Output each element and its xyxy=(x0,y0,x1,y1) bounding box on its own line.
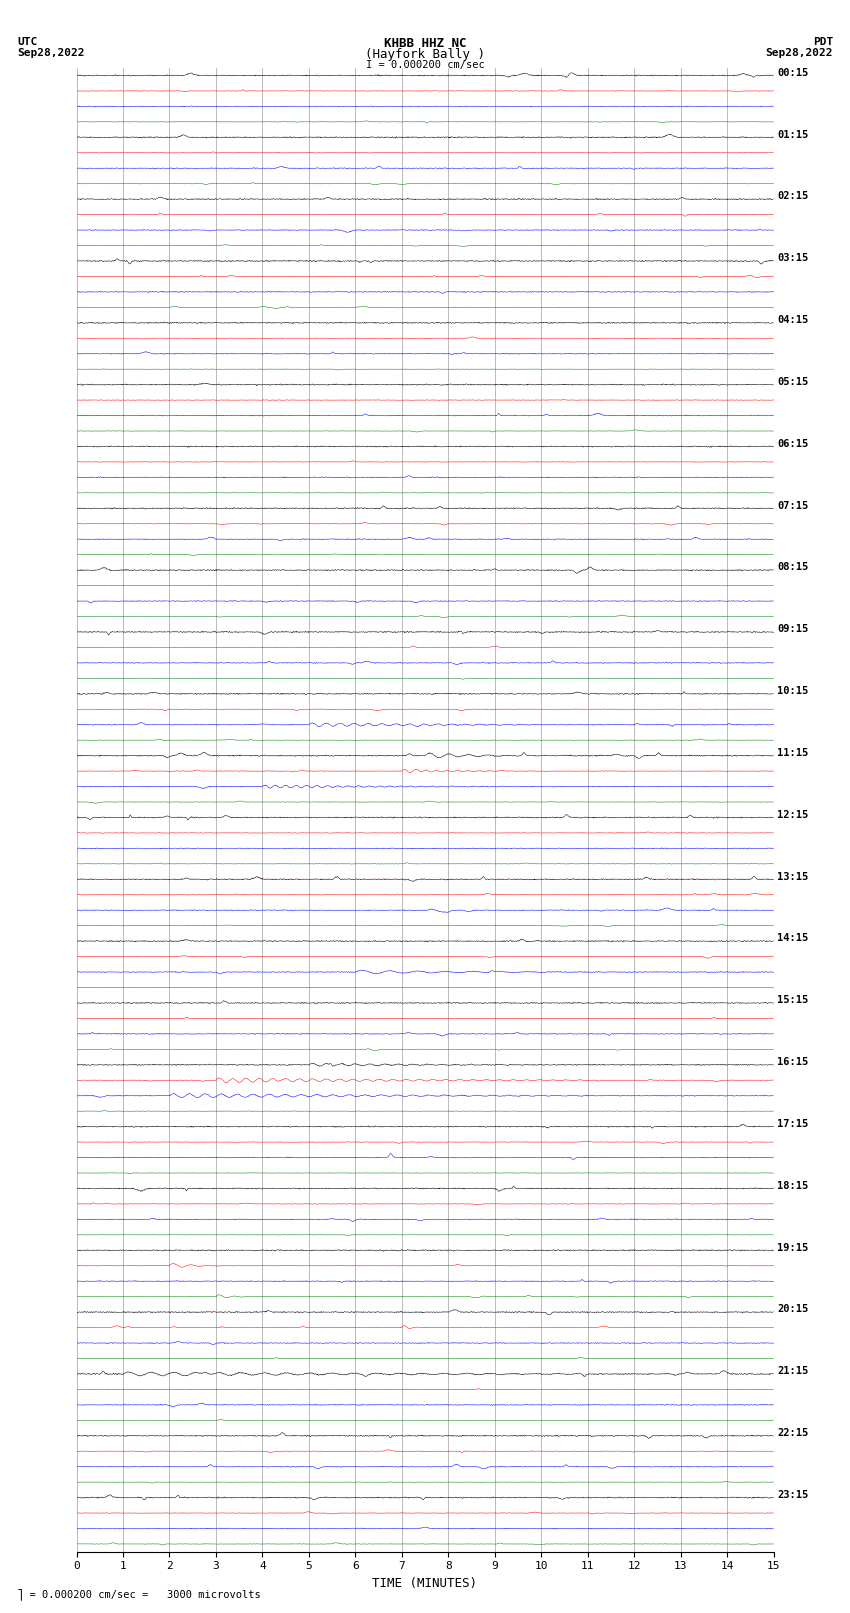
Text: 19:15: 19:15 xyxy=(777,1242,808,1253)
Text: 16:15: 16:15 xyxy=(777,1057,808,1068)
Text: UTC: UTC xyxy=(17,37,37,47)
Text: ⎤ = 0.000200 cm/sec =   3000 microvolts: ⎤ = 0.000200 cm/sec = 3000 microvolts xyxy=(17,1589,261,1600)
Text: 10:15: 10:15 xyxy=(777,686,808,697)
Text: (Hayfork Bally ): (Hayfork Bally ) xyxy=(365,48,485,61)
Text: 05:15: 05:15 xyxy=(777,377,808,387)
X-axis label: TIME (MINUTES): TIME (MINUTES) xyxy=(372,1578,478,1590)
Text: I = 0.000200 cm/sec: I = 0.000200 cm/sec xyxy=(366,60,484,69)
Text: 23:15: 23:15 xyxy=(777,1490,808,1500)
Text: 13:15: 13:15 xyxy=(777,871,808,882)
Text: 17:15: 17:15 xyxy=(777,1119,808,1129)
Text: 18:15: 18:15 xyxy=(777,1181,808,1190)
Text: 00:15: 00:15 xyxy=(777,68,808,77)
Text: 07:15: 07:15 xyxy=(777,500,808,511)
Text: 01:15: 01:15 xyxy=(777,129,808,140)
Text: 02:15: 02:15 xyxy=(777,192,808,202)
Text: 03:15: 03:15 xyxy=(777,253,808,263)
Text: 11:15: 11:15 xyxy=(777,748,808,758)
Text: 21:15: 21:15 xyxy=(777,1366,808,1376)
Text: 15:15: 15:15 xyxy=(777,995,808,1005)
Text: 08:15: 08:15 xyxy=(777,563,808,573)
Text: 22:15: 22:15 xyxy=(777,1428,808,1439)
Text: PDT: PDT xyxy=(813,37,833,47)
Text: KHBB HHZ NC: KHBB HHZ NC xyxy=(383,37,467,50)
Text: 14:15: 14:15 xyxy=(777,934,808,944)
Text: Sep28,2022: Sep28,2022 xyxy=(17,48,84,58)
Text: 04:15: 04:15 xyxy=(777,315,808,326)
Text: 06:15: 06:15 xyxy=(777,439,808,448)
Text: 12:15: 12:15 xyxy=(777,810,808,819)
Text: 20:15: 20:15 xyxy=(777,1305,808,1315)
Text: Sep28,2022: Sep28,2022 xyxy=(766,48,833,58)
Text: 09:15: 09:15 xyxy=(777,624,808,634)
